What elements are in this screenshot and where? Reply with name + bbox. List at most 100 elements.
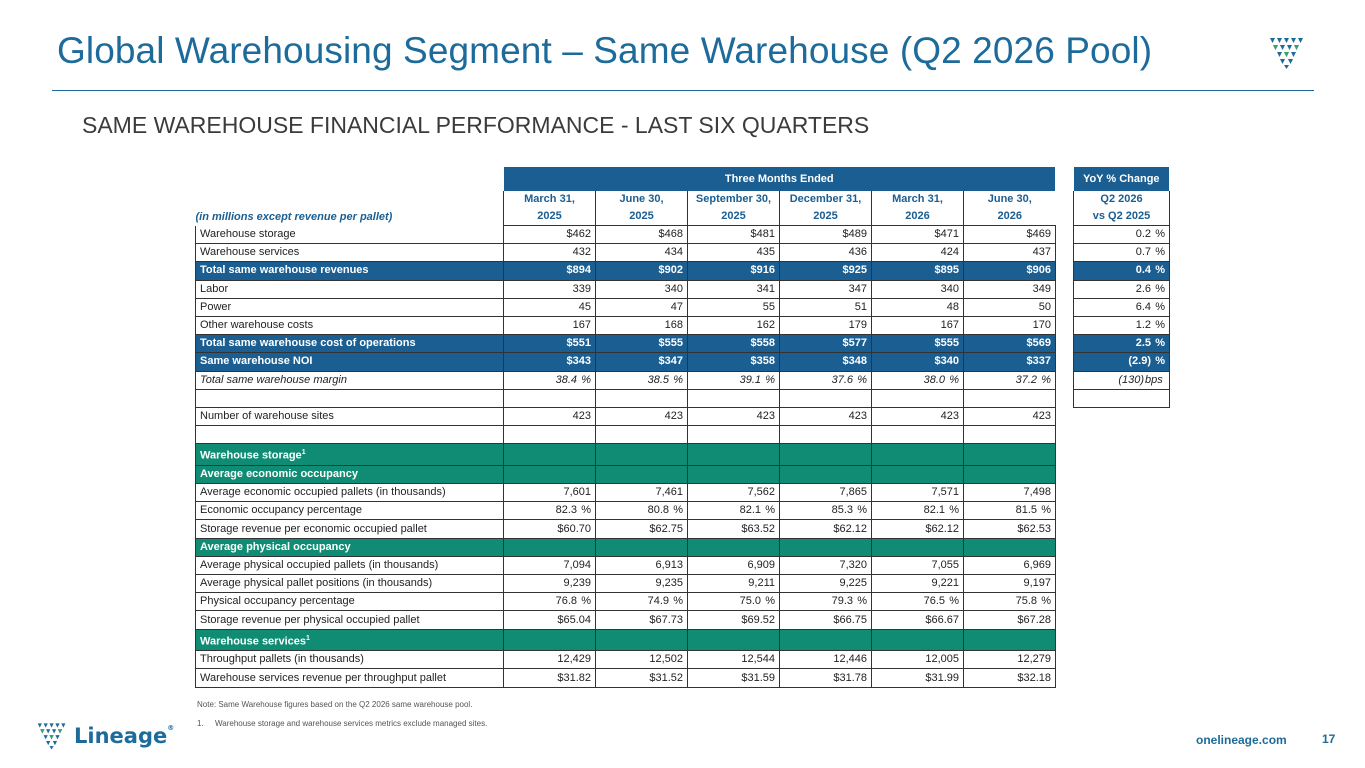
row-label: Storage revenue per economic occupied pa…	[195, 519, 504, 539]
row-gap	[1073, 425, 1170, 444]
table-cell: 341	[687, 280, 780, 299]
row-label: Average physical pallet positions (in th…	[195, 574, 504, 594]
table-cell: 167	[503, 316, 596, 336]
table-cell	[687, 443, 780, 466]
unit-symbol: %	[857, 373, 867, 386]
yoy-column-header: Q2 2026 vs Q2 2025	[1073, 191, 1170, 226]
table-row: Same warehouse NOI $343 $347 $358 $348 $340 $3…	[195, 352, 1170, 372]
table-row: Average physical occupied pallets (in th…	[195, 556, 1170, 576]
table-cell: 170	[963, 316, 1056, 336]
table-row	[195, 425, 1170, 445]
table-cell	[963, 425, 1056, 445]
table-cell: $489	[779, 225, 872, 245]
unit-symbol: %	[765, 373, 775, 386]
table-cell: 38.5%	[595, 371, 688, 390]
table-row: Average physical occupancy	[195, 538, 1170, 557]
unit-symbol: %	[1041, 504, 1051, 517]
table-cell: $337	[963, 352, 1056, 372]
table-cell: 39.1%	[687, 371, 780, 390]
column-header-row: (in millions except revenue per pallet) M…	[196, 191, 1170, 226]
table-cell: 81.5%	[963, 501, 1056, 521]
table-row: Number of warehouse sites 423 423 423 423 423…	[195, 407, 1170, 427]
table-cell: 75.0%	[687, 592, 780, 612]
yoy-cell: 2.5%	[1073, 334, 1170, 354]
table-cell	[779, 389, 872, 408]
table-cell: 82.3%	[503, 501, 596, 521]
unit-symbol: %	[857, 595, 867, 608]
table-row: Total same warehouse cost of operations $…	[195, 334, 1170, 354]
table-cell	[503, 465, 596, 485]
unit-symbol: %	[673, 595, 683, 608]
table-cell	[871, 425, 964, 445]
row-gap	[1073, 443, 1170, 466]
row-gap	[1055, 425, 1074, 444]
row-label: Other warehouse costs	[195, 316, 504, 336]
yoy-unit: %	[1155, 282, 1165, 295]
table-cell: 82.1%	[871, 501, 964, 521]
row-gap	[1055, 574, 1074, 593]
row-gap	[1073, 538, 1170, 557]
yoy-unit: %	[1155, 319, 1165, 332]
table-cell: $469	[963, 225, 1056, 245]
table-cell: $468	[595, 225, 688, 245]
table-cell: $31.99	[871, 668, 964, 688]
table-cell	[963, 538, 1056, 557]
table-cell: 80.8%	[595, 501, 688, 521]
website-link[interactable]: onelineage.com	[1196, 733, 1287, 747]
table-cell: $60.70	[503, 519, 596, 539]
financial-table: Three Months Ended YoY % Change (in millio…	[195, 167, 1170, 688]
column-header: June 30, 2026	[963, 191, 1056, 226]
row-gap	[1055, 280, 1074, 299]
table-cell: $569	[963, 334, 1056, 354]
table-cell: 434	[595, 243, 688, 263]
table-cell	[871, 465, 964, 485]
row-label: Throughput pallets (in thousands)	[195, 650, 504, 670]
table-cell	[963, 629, 1056, 652]
table-cell: $67.73	[595, 610, 688, 630]
table-cell: $62.12	[871, 519, 964, 539]
table-cell: 167	[871, 316, 964, 336]
row-gap	[1055, 316, 1074, 335]
row-label: Total same warehouse revenues	[195, 261, 504, 281]
table-cell: 38.4%	[503, 371, 596, 390]
row-gap	[1073, 592, 1170, 611]
row-label: Power	[195, 298, 504, 317]
table-row: Throughput pallets (in thousands) 12,429 1…	[195, 650, 1170, 670]
table-row: Average economic occupancy	[195, 465, 1170, 485]
row-label: Warehouse storage	[195, 225, 504, 245]
table-cell	[871, 443, 964, 466]
table-cell	[779, 465, 872, 485]
lineage-logo-icon	[1270, 38, 1303, 69]
footnote-text: Warehouse storage and warehouse services…	[215, 719, 488, 728]
table-cell: 9,239	[503, 574, 596, 594]
table-row: Storage revenue per economic occupied pa…	[195, 519, 1170, 539]
yoy-cell: 0.2%	[1073, 225, 1170, 245]
row-gap	[1073, 556, 1170, 575]
table-cell: 340	[595, 280, 688, 299]
table-cell	[687, 465, 780, 485]
row-gap	[1055, 519, 1074, 539]
table-cell: $340	[871, 352, 964, 372]
row-label: Physical occupancy percentage	[195, 592, 504, 612]
table-cell: $31.82	[503, 668, 596, 688]
table-cell	[687, 629, 780, 652]
unit-symbol: %	[673, 373, 683, 386]
yoy-unit: bps	[1145, 373, 1163, 386]
table-cell: 9,197	[963, 574, 1056, 594]
table-row: Power 45 47 55 51 48 50 6.4%	[195, 298, 1170, 317]
row-gap	[1073, 668, 1170, 688]
table-cell	[503, 425, 596, 445]
table-cell: 79.3%	[779, 592, 872, 612]
row-gap	[1055, 538, 1074, 557]
table-cell: $894	[503, 261, 596, 281]
table-cell: 37.2%	[963, 371, 1056, 390]
row-gap	[1055, 371, 1074, 390]
yoy-cell	[1073, 389, 1170, 408]
page-number: 17	[1322, 732, 1336, 746]
table-cell: 12,544	[687, 650, 780, 670]
header-yoy: YoY % Change	[1073, 167, 1170, 191]
table-cell	[595, 389, 688, 408]
table-cell: 12,446	[779, 650, 872, 670]
table-cell: 55	[687, 298, 780, 317]
row-gap	[1055, 629, 1074, 651]
